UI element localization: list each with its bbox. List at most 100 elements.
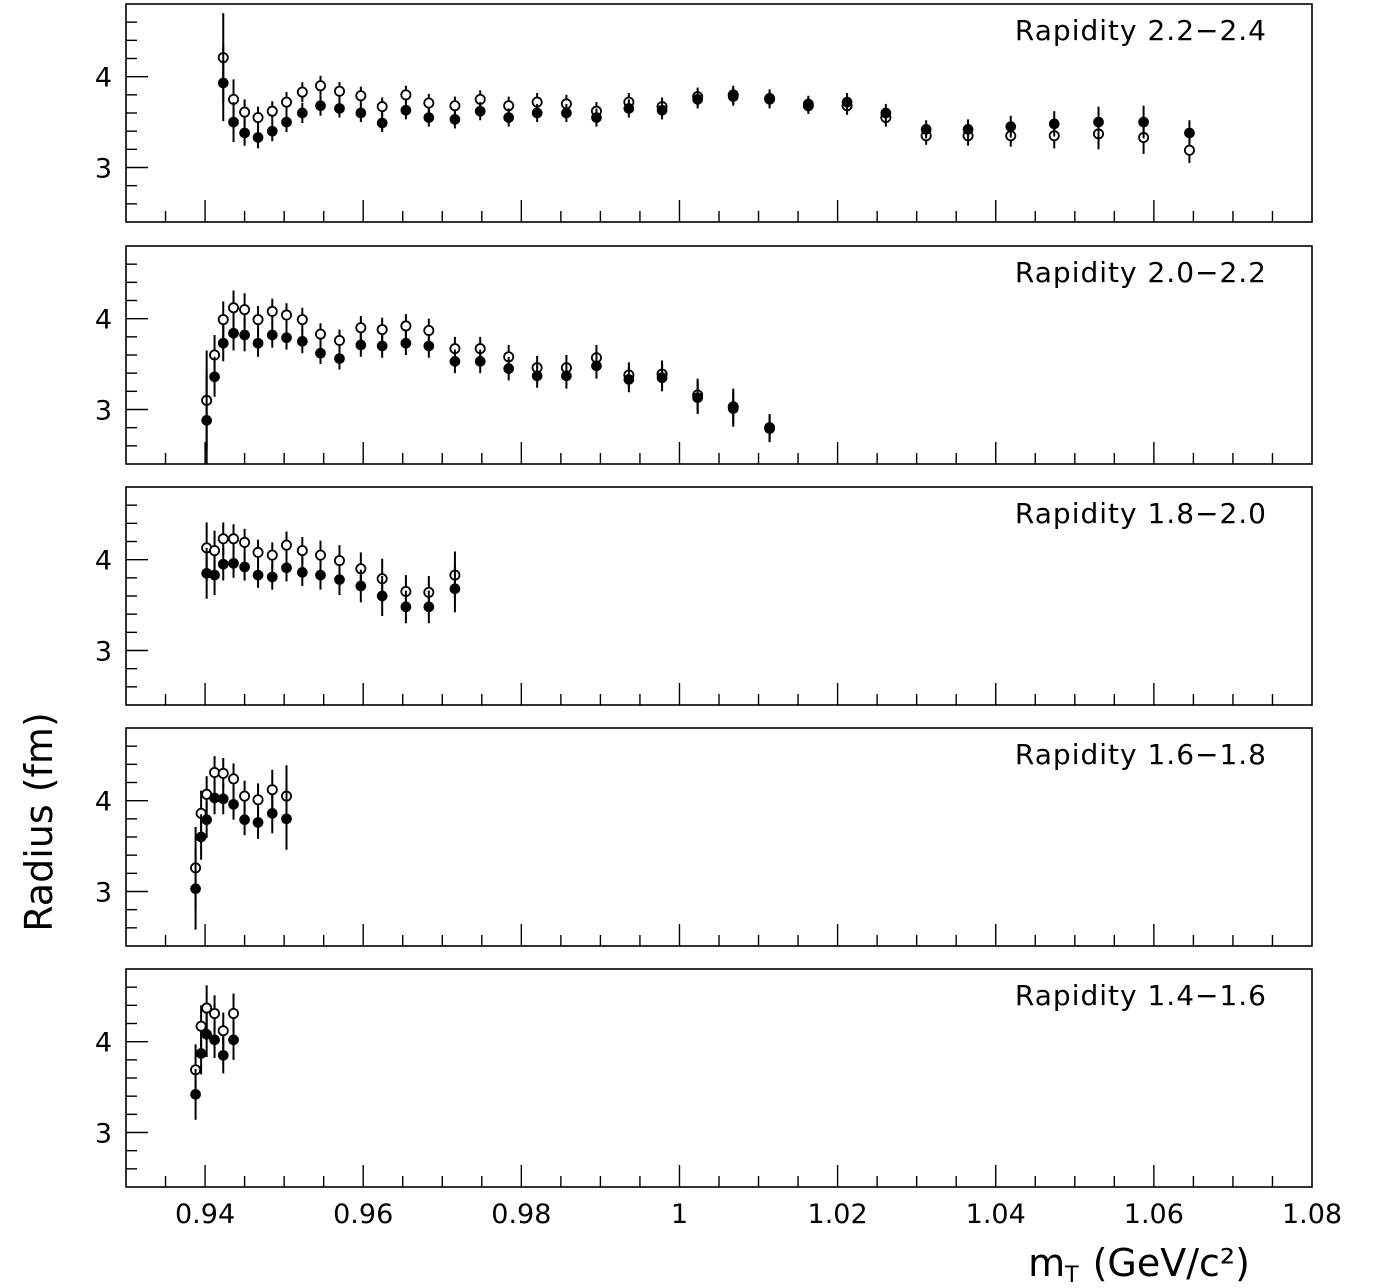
filled-point <box>281 562 292 574</box>
filled-point <box>252 337 264 349</box>
open-point <box>333 334 345 346</box>
x-tick-label: 1.08 <box>1282 1199 1342 1230</box>
filled-point <box>190 883 201 895</box>
filled-point <box>228 116 239 128</box>
open-point <box>449 100 461 112</box>
open-point <box>266 549 278 561</box>
open-point <box>423 324 435 336</box>
open-point <box>239 790 251 802</box>
open-point <box>195 1020 207 1032</box>
panel-label: Rapidity 2.0−2.2 <box>1015 256 1267 289</box>
filled-point <box>239 814 250 826</box>
filled-point <box>376 590 388 602</box>
filled-point <box>239 329 250 341</box>
open-point <box>239 304 251 316</box>
panel-label: Rapidity 2.2−2.4 <box>1015 14 1267 47</box>
x-tick-label: 1 <box>671 1199 688 1230</box>
open-point <box>266 105 278 117</box>
filled-point <box>217 793 229 805</box>
data-points <box>190 756 293 930</box>
x-axis-title-subscript: T <box>1064 1263 1079 1288</box>
open-point <box>252 794 264 806</box>
filled-point <box>531 370 543 382</box>
filled-point <box>334 103 345 114</box>
filled-point <box>423 601 435 613</box>
filled-point <box>727 403 739 414</box>
x-tick-label: 1.06 <box>1124 1199 1184 1230</box>
panel-3: 3 4 Rapidity 1.8−2.0 <box>95 486 1313 706</box>
filled-point <box>201 814 212 826</box>
open-point <box>217 533 229 545</box>
open-point <box>266 784 278 796</box>
filled-point <box>296 107 308 119</box>
filled-point <box>315 100 326 112</box>
y-tick-label: 3 <box>95 878 112 909</box>
y-tick-label: 4 <box>95 1028 112 1059</box>
open-point <box>252 314 264 326</box>
open-point <box>400 89 412 101</box>
x-axis-title: mT (GeV/c²) <box>1028 1241 1250 1288</box>
filled-point <box>802 98 814 110</box>
filled-point <box>591 112 602 123</box>
panel-1: 3 4 Rapidity 2.2−2.4 <box>95 3 1313 223</box>
y-tick-label: 4 <box>95 787 112 818</box>
x-tick-label: 0.96 <box>333 1199 393 1230</box>
filled-point <box>334 574 345 586</box>
filled-point <box>656 104 668 116</box>
filled-point <box>315 569 326 581</box>
filled-point <box>623 103 635 114</box>
filled-point <box>376 117 388 129</box>
open-point <box>228 302 240 314</box>
filled-point <box>474 356 486 367</box>
filled-point <box>656 372 668 384</box>
x-axis-title-unit: (GeV/c²) <box>1093 1241 1250 1285</box>
filled-point <box>209 569 220 581</box>
filled-point <box>531 107 543 119</box>
y-tick-label: 3 <box>95 396 112 427</box>
filled-point <box>841 96 853 108</box>
filled-point <box>449 356 461 367</box>
filled-point <box>692 94 704 105</box>
open-point <box>355 90 367 102</box>
filled-point <box>355 580 367 592</box>
open-point <box>266 305 278 317</box>
open-point <box>423 97 435 109</box>
filled-point <box>449 114 461 125</box>
filled-point <box>266 125 278 137</box>
filled-point <box>217 337 229 349</box>
open-point <box>217 1025 229 1037</box>
filled-point <box>400 104 412 116</box>
open-point <box>252 112 264 124</box>
filled-point <box>692 392 704 404</box>
open-point <box>296 545 308 557</box>
filled-point <box>591 360 602 372</box>
filled-point <box>503 363 515 374</box>
filled-point <box>201 415 212 426</box>
open-point <box>315 80 327 92</box>
filled-point <box>209 792 220 804</box>
filled-point <box>315 347 326 359</box>
y-tick-label: 3 <box>95 637 112 668</box>
filled-point <box>239 561 250 573</box>
filled-point <box>1005 121 1017 132</box>
open-point <box>333 85 345 97</box>
open-point <box>281 96 293 108</box>
x-tick-label: 0.98 <box>491 1199 551 1230</box>
filled-point <box>296 567 308 578</box>
filled-point <box>195 831 207 843</box>
panel-2: 3 4 Rapidity 2.0−2.2 <box>95 245 1313 465</box>
open-point <box>209 767 221 779</box>
filled-point <box>209 371 220 383</box>
filled-point <box>1184 127 1195 139</box>
y-tick-label: 4 <box>95 63 112 94</box>
filled-point <box>623 374 635 385</box>
filled-point <box>239 127 250 139</box>
panel-label: Rapidity 1.6−1.8 <box>1015 738 1267 771</box>
panels-group: 3 4 Rapidity 2.2−2.4 3 4 Rapidity 2.0−2.2 3 4 Ra… <box>95 3 1313 1188</box>
panel-4: 3 4 Rapidity 1.6−1.8 <box>95 727 1313 947</box>
open-point <box>296 86 308 98</box>
filled-point <box>1048 118 1060 130</box>
filled-point <box>228 327 239 339</box>
filled-point <box>201 1029 212 1040</box>
filled-point <box>209 1034 220 1046</box>
